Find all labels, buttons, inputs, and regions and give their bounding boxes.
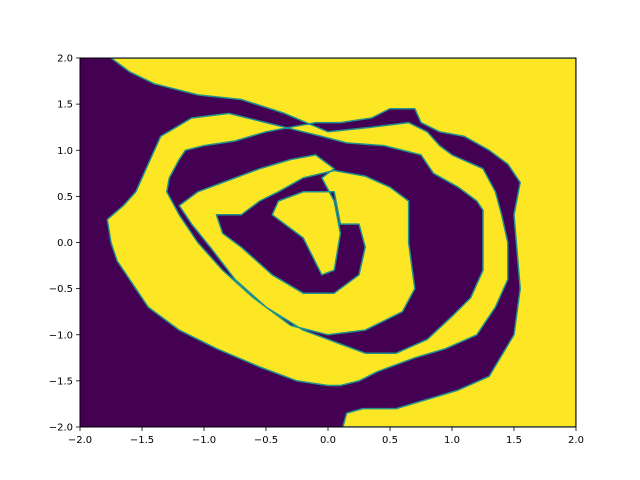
x-tick-label: 0.5 xyxy=(382,435,398,446)
plot-area xyxy=(80,58,576,427)
y-tick-label: 0.0 xyxy=(57,238,73,249)
heatmap-region-class-1 xyxy=(106,58,576,427)
x-tick-label: −2.0 xyxy=(68,435,92,446)
x-tick-label: −0.5 xyxy=(254,435,278,446)
y-tick-label: −2.0 xyxy=(49,423,73,434)
x-axis: −2.0 −1.5 −1.0 −0.5 0.0 0.5 1.0 1.5 2.0 xyxy=(68,427,584,446)
y-tick-label: 1.5 xyxy=(57,100,73,111)
y-tick-label: 1.0 xyxy=(57,146,73,157)
y-tick-label: −1.5 xyxy=(49,376,73,387)
x-tick-label: −1.5 xyxy=(130,435,154,446)
x-tick-label: −1.0 xyxy=(192,435,216,446)
x-tick-label: 0.0 xyxy=(320,435,336,446)
x-tick-label: 2.0 xyxy=(568,435,584,446)
y-tick-label: 2.0 xyxy=(57,54,73,65)
y-axis: −2.0 −1.5 −1.0 −0.5 0.0 0.5 1.0 1.5 2.0 xyxy=(49,54,80,434)
x-tick-label: 1.0 xyxy=(444,435,460,446)
y-tick-label: −0.5 xyxy=(49,284,73,295)
y-tick-label: 0.5 xyxy=(57,192,73,203)
heatmap-cells xyxy=(106,58,576,427)
y-tick-label: −1.0 xyxy=(49,330,73,341)
x-tick-label: 1.5 xyxy=(506,435,522,446)
